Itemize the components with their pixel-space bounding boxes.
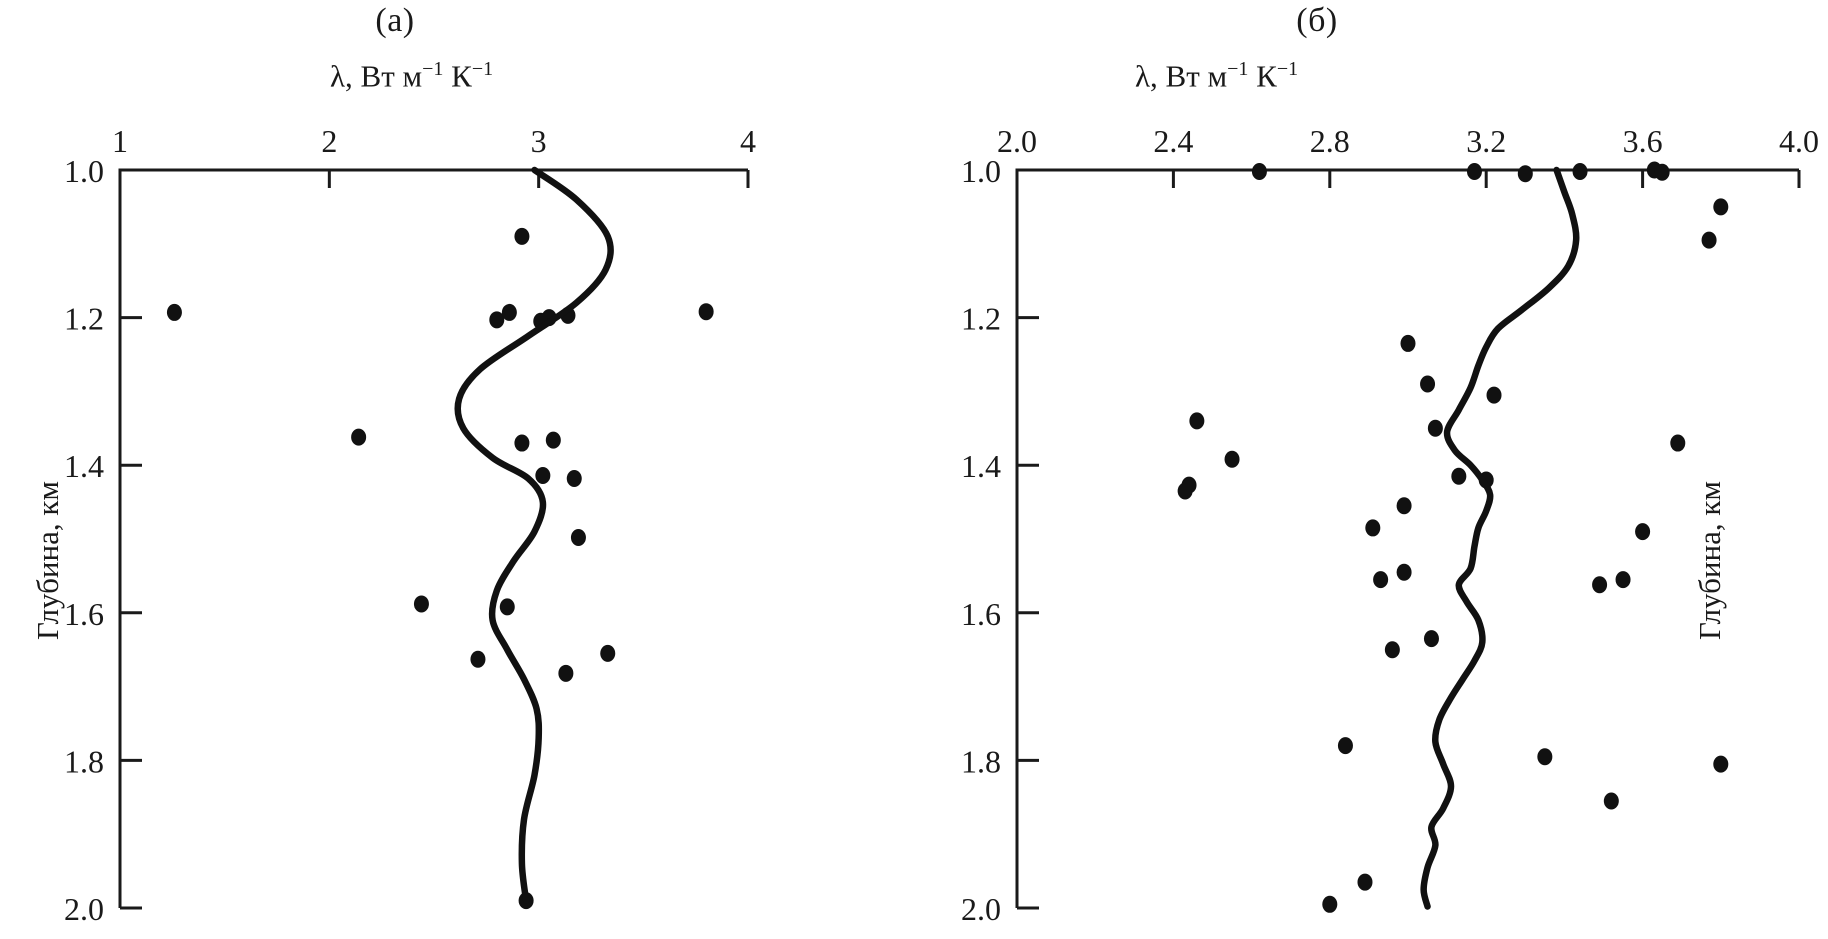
y-tick-label: 1.6 xyxy=(961,596,1001,632)
panel-a-x-axis-title: λ, Вт м−1 К−1 xyxy=(330,58,493,94)
data-point xyxy=(698,303,714,321)
data-point xyxy=(1396,563,1412,581)
panel-b-plot: 2.0 2.4 2.8 3.2 3.6 4.0 1.0 1.2 1.4 1.6 1.8 2.0 xyxy=(961,123,1819,927)
data-point xyxy=(1189,412,1205,430)
data-point xyxy=(570,529,586,547)
data-point xyxy=(470,650,486,668)
data-point xyxy=(545,431,561,449)
panel-b-x-axis-sup-2: −1 xyxy=(1276,58,1299,80)
data-point xyxy=(600,644,616,662)
data-point xyxy=(1177,482,1193,500)
data-point xyxy=(1592,576,1608,594)
data-point xyxy=(535,467,551,485)
data-point xyxy=(1427,419,1443,437)
y-tick-label: 1.8 xyxy=(64,743,104,779)
y-tick-label: 1.0 xyxy=(64,153,104,189)
y-tick-label: 1.2 xyxy=(64,301,104,337)
panel-b-x-axis-title: λ, Вт м−1 К−1 xyxy=(1135,58,1298,94)
panel-a-x-axis-sup-2: −1 xyxy=(471,58,494,80)
data-point xyxy=(501,303,517,321)
data-point xyxy=(1451,467,1467,485)
panel-a-x-axis-title-mid: К xyxy=(443,58,472,94)
panel-b: (б) λ, Вт м−1 К−1 Глубина, км 2.0 2.4 2.8 3… xyxy=(830,0,1828,939)
data-point xyxy=(1373,571,1389,589)
panel-b-letter: (б) xyxy=(1296,2,1338,39)
data-point xyxy=(1486,386,1502,404)
y-tick-label: 1.4 xyxy=(64,448,104,484)
y-tick-label: 1.8 xyxy=(961,743,1001,779)
data-point xyxy=(1322,895,1338,913)
panel-a-plot: 1 2 3 4 1.0 1.2 1.4 1.6 1.8 2.0 xyxy=(64,123,756,927)
data-point xyxy=(1713,198,1729,216)
data-point xyxy=(1572,162,1588,180)
x-tick-label: 2.8 xyxy=(1310,123,1350,159)
data-point xyxy=(1713,755,1729,773)
x-tick-label: 4.0 xyxy=(1779,123,1819,159)
data-point xyxy=(1466,162,1482,180)
data-point xyxy=(566,469,582,487)
fitted-curve xyxy=(1420,166,1580,910)
data-point xyxy=(1384,641,1400,659)
panel-a: (а) λ, Вт м−1 К−1 Глубина, км 1 2 3 4 1.0 1.2… xyxy=(0,0,830,939)
data-point xyxy=(1251,162,1267,180)
data-point xyxy=(1337,737,1353,755)
x-tick-label: 1 xyxy=(112,123,128,159)
y-tick-label: 1.6 xyxy=(64,596,104,632)
y-tick-label: 2.0 xyxy=(961,891,1001,927)
data-point xyxy=(1224,450,1240,468)
x-tick-label: 2.4 xyxy=(1153,123,1193,159)
panel-b-x-axis-title-text: λ, Вт м xyxy=(1135,58,1228,94)
data-point xyxy=(1701,231,1717,249)
data-point xyxy=(1517,165,1533,183)
data-point xyxy=(558,664,574,682)
data-point xyxy=(1396,497,1412,515)
data-point xyxy=(1603,792,1619,810)
data-point xyxy=(514,434,530,452)
panel-a-letter: (а) xyxy=(375,2,415,39)
data-point xyxy=(413,595,429,613)
fitted-curve xyxy=(454,166,614,904)
x-tick-label: 3.2 xyxy=(1466,123,1506,159)
y-tick-label: 1.4 xyxy=(961,448,1001,484)
data-point xyxy=(1400,334,1416,352)
x-tick-label: 2 xyxy=(321,123,337,159)
y-tick-label: 2.0 xyxy=(64,891,104,927)
panel-b-x-axis-sup-1: −1 xyxy=(1227,58,1249,80)
data-point xyxy=(1423,630,1439,648)
panel-b-x-axis-title-mid: К xyxy=(1248,58,1277,94)
data-point xyxy=(166,303,182,321)
data-point xyxy=(1537,748,1553,766)
panel-a-x-axis-title-text: λ, Вт м xyxy=(330,58,423,94)
y-tick-label: 1.0 xyxy=(961,153,1001,189)
x-tick-label: 4 xyxy=(740,123,756,159)
x-tick-label: 2.0 xyxy=(997,123,1037,159)
data-point xyxy=(1420,375,1436,393)
x-tick-label: 3 xyxy=(531,123,547,159)
data-point xyxy=(1654,163,1670,181)
data-point xyxy=(1670,434,1686,452)
data-point xyxy=(1635,523,1651,541)
data-point xyxy=(499,598,515,616)
panel-a-x-axis-sup-1: −1 xyxy=(422,58,444,80)
data-point xyxy=(1357,873,1373,891)
x-tick-label: 3.6 xyxy=(1623,123,1663,159)
data-point xyxy=(514,227,530,245)
y-tick-label: 1.2 xyxy=(961,301,1001,337)
data-point xyxy=(1615,571,1631,589)
data-point xyxy=(1365,519,1381,537)
data-point xyxy=(351,428,367,446)
data-point xyxy=(489,311,505,329)
